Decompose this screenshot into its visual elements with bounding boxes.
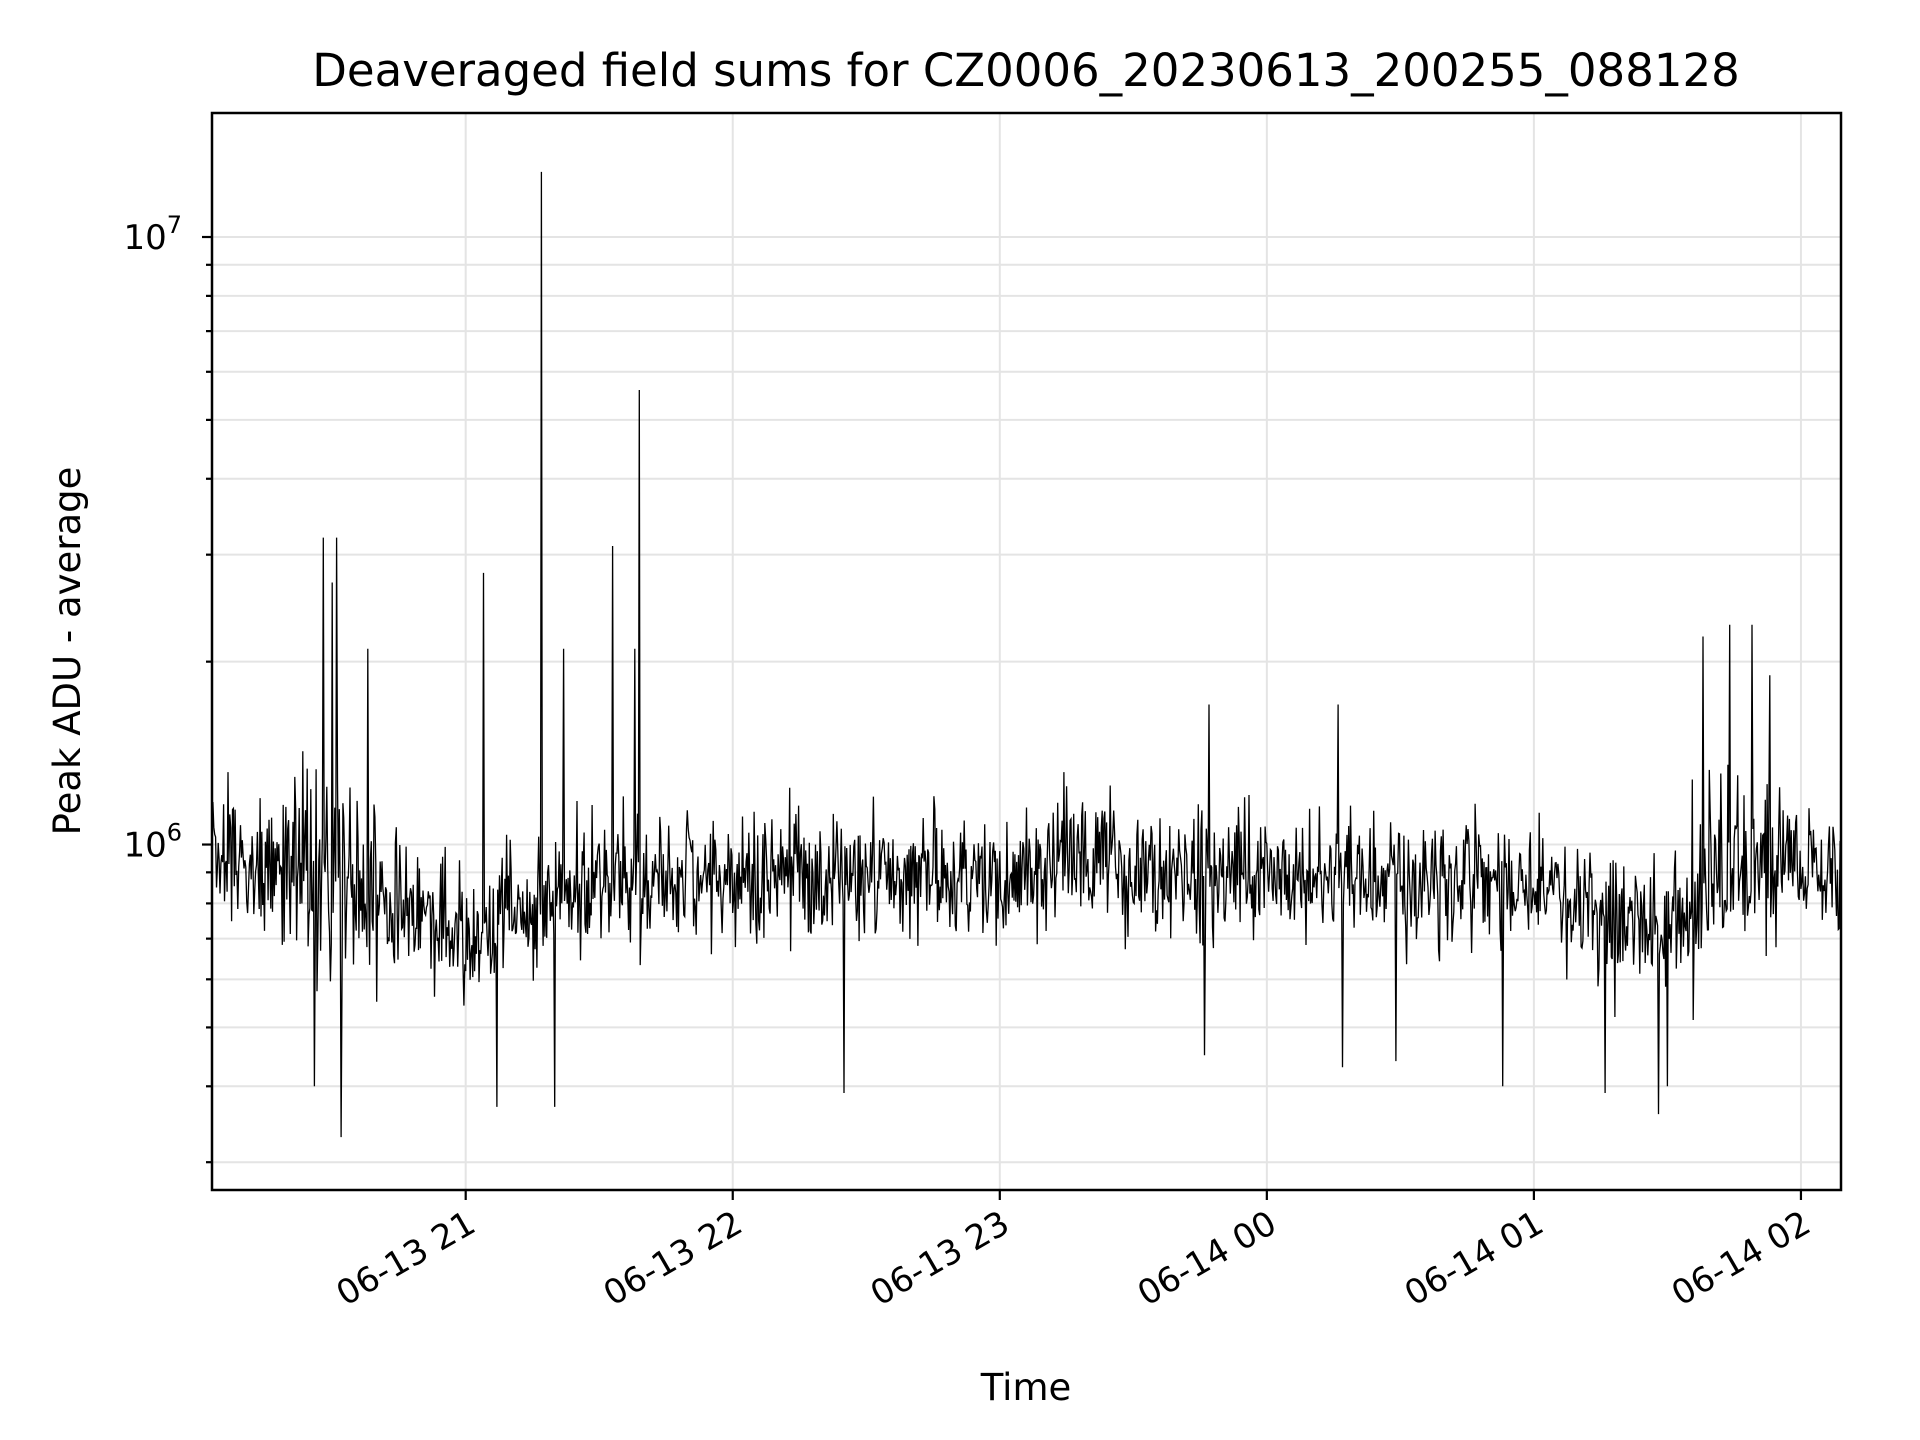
chart-title: Deaveraged field sums for CZ0006_2023061… — [312, 44, 1739, 97]
y-tick-label: 106 — [123, 819, 182, 866]
series-line — [211, 171, 1842, 1138]
y-axis-label: Peak ADU - average — [46, 467, 89, 836]
plot-frame — [210, 111, 1843, 1192]
y-tick-exponent: 6 — [167, 819, 182, 847]
series-layer — [211, 171, 1842, 1138]
x-tick-label: 06-14 02 — [1665, 1203, 1817, 1314]
x-tick-label: 06-13 23 — [864, 1203, 1016, 1314]
x-axis-label: Time — [980, 1366, 1072, 1409]
x-tick-label: 06-13 22 — [597, 1203, 749, 1314]
y-tick-exponent: 7 — [167, 211, 182, 239]
ticks: 06-13 21 06-13 22 06-13 23 06-14 00 06-14 01… — [123, 211, 1817, 1314]
x-tick-label: 06-14 00 — [1131, 1203, 1283, 1314]
x-tick-label: 06-14 01 — [1398, 1203, 1550, 1314]
grid — [212, 113, 1841, 1190]
y-tick-label: 107 — [123, 211, 182, 258]
x-tick-label: 06-13 21 — [330, 1203, 482, 1314]
